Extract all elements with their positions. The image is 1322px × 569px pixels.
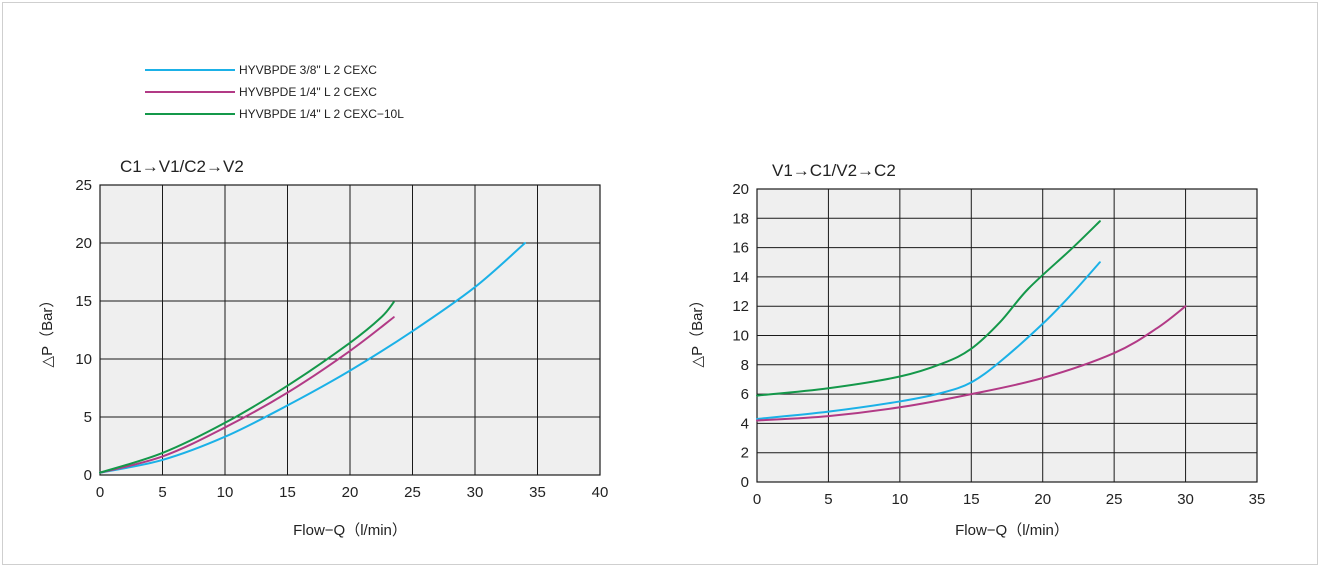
- series-line-2: [99, 316, 395, 474]
- legend-label: HYVBPDE 1/4" L 2 CEXC−10L: [239, 107, 404, 121]
- y-tick-label: 18: [732, 210, 749, 227]
- legend-swatch: [145, 113, 235, 115]
- y-tick-label: 10: [75, 351, 92, 368]
- series-line-3: [99, 301, 395, 474]
- x-tick-label: 40: [592, 484, 609, 501]
- chart-title: C1→V1/C2→V2: [120, 157, 244, 176]
- x-axis-label: Flow−Q（l/min）: [293, 522, 407, 539]
- series-line-1: [99, 242, 526, 474]
- chart-1: 0 5 10 15 20 25 30 35 40 0 5 10 15 20 25 C1→V1/C2→V2 Flo…: [39, 157, 608, 539]
- y-tick-label: 0: [84, 467, 92, 484]
- x-tick-label: 10: [217, 484, 234, 501]
- y-tick-label: 4: [741, 415, 749, 432]
- x-tick-label: 15: [279, 484, 296, 501]
- y-tick-label: 8: [741, 357, 749, 374]
- series-line-1: [756, 261, 1101, 420]
- x-tick-label: 15: [963, 491, 980, 508]
- y-tick-label: 20: [732, 181, 749, 198]
- plot-border: [99, 184, 601, 476]
- y-tick-label: 10: [732, 328, 749, 345]
- x-tick-label: 20: [342, 484, 359, 501]
- y-tick-label: 6: [741, 386, 749, 403]
- legend-swatch: [145, 91, 235, 93]
- legend-label: HYVBPDE 3/8" L 2 CEXC: [239, 63, 377, 77]
- x-tick-label: 5: [158, 484, 166, 501]
- y-axis-label: △P（Bar）: [39, 293, 56, 368]
- y-tick-label: 15: [75, 293, 92, 310]
- legend-label: HYVBPDE 1/4" L 2 CEXC: [239, 85, 377, 99]
- x-tick-label: 25: [404, 484, 421, 501]
- chart-title: V1→C1/V2→C2: [772, 161, 896, 180]
- y-tick-label: 2: [741, 445, 749, 462]
- y-axis-label: △P（Bar）: [689, 293, 706, 368]
- x-tick-label: 0: [96, 484, 104, 501]
- y-tick-label: 20: [75, 235, 92, 252]
- x-tick-label: 35: [1249, 491, 1266, 508]
- x-axis-label: Flow−Q（l/min）: [955, 522, 1069, 539]
- plot-border: [756, 188, 1258, 483]
- x-tick-label: 20: [1034, 491, 1051, 508]
- y-tick-label: 14: [732, 269, 749, 286]
- legend-swatch: [145, 69, 235, 71]
- x-tick-label: 0: [753, 491, 761, 508]
- x-tick-label: 35: [529, 484, 546, 501]
- y-tick-label: 25: [75, 177, 92, 194]
- x-tick-label: 30: [467, 484, 484, 501]
- series-line-3: [756, 220, 1101, 397]
- y-tick-label: 16: [732, 240, 749, 257]
- x-tick-label: 25: [1106, 491, 1123, 508]
- x-tick-label: 5: [824, 491, 832, 508]
- series-line-2: [756, 305, 1187, 422]
- y-tick-label: 0: [741, 474, 749, 491]
- y-tick-label: 12: [732, 298, 749, 315]
- x-tick-label: 30: [1177, 491, 1194, 508]
- x-tick-label: 10: [892, 491, 909, 508]
- chart-2: 0 5 10 15 20 25 30 35 0 2 4 6 8 10 12 14 16 18 20 V1→C1/V2→…: [689, 161, 1265, 539]
- y-tick-label: 5: [84, 409, 92, 426]
